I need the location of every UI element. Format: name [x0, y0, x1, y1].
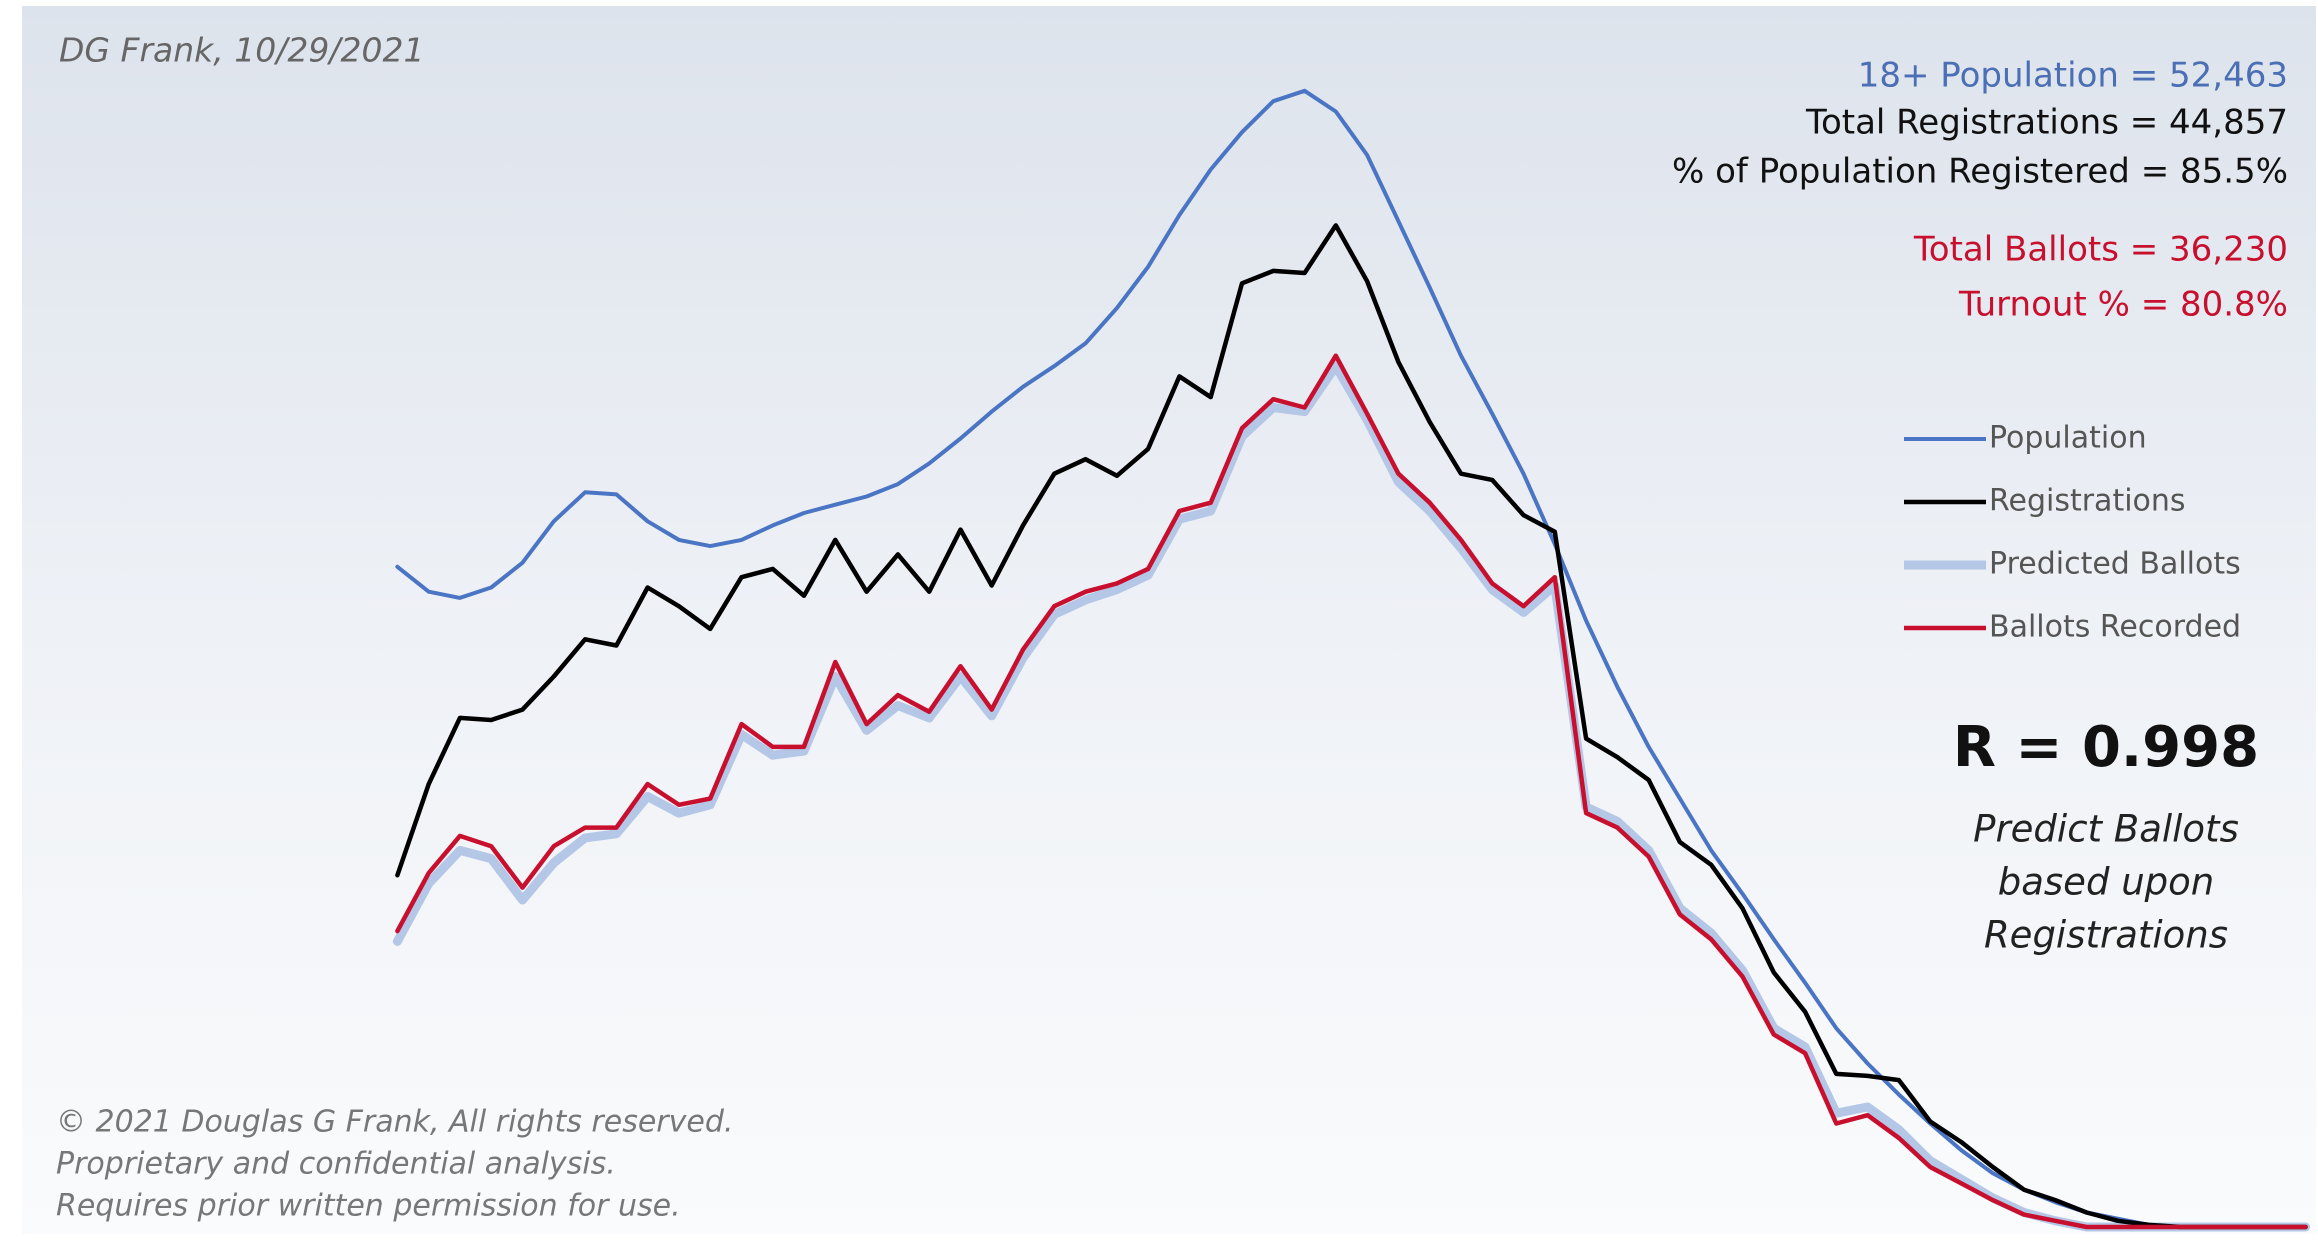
chart-title: DG Frank, 10/29/2021 [59, 31, 424, 70]
footer-text: Requires prior written permission for us… [56, 1189, 681, 1224]
note-text: Predict Ballots [1973, 808, 2239, 851]
series-line [395, 353, 2308, 1230]
series-line [395, 88, 2308, 1229]
stat-text: Total Registrations = 44,857 [1805, 103, 2288, 143]
stat-text: Total Ballots = 36,230 [1913, 230, 2288, 270]
note-text: based upon [1998, 861, 2214, 904]
series-line [395, 223, 2308, 1230]
legend-label: Ballots Recorded [1989, 610, 2241, 645]
footer-text: © 2021 Douglas G Frank, All rights reser… [56, 1105, 733, 1140]
legend-label: Registrations [1989, 484, 2186, 519]
stat-text: Turnout % = 80.8% [1958, 285, 2288, 325]
legend-label: Population [1989, 421, 2147, 456]
correlation: R = 0.998 [1953, 715, 2259, 780]
footer-text: Proprietary and confidential analysis. [56, 1147, 616, 1182]
note-text: Registrations [1984, 914, 2228, 957]
plot-background [22, 6, 2316, 1234]
stat-text: % of Population Registered = 85.5% [1672, 152, 2288, 192]
stat-text: 18+ Population = 52,463 [1858, 56, 2288, 96]
legend-label: Predicted Ballots [1989, 547, 2241, 582]
